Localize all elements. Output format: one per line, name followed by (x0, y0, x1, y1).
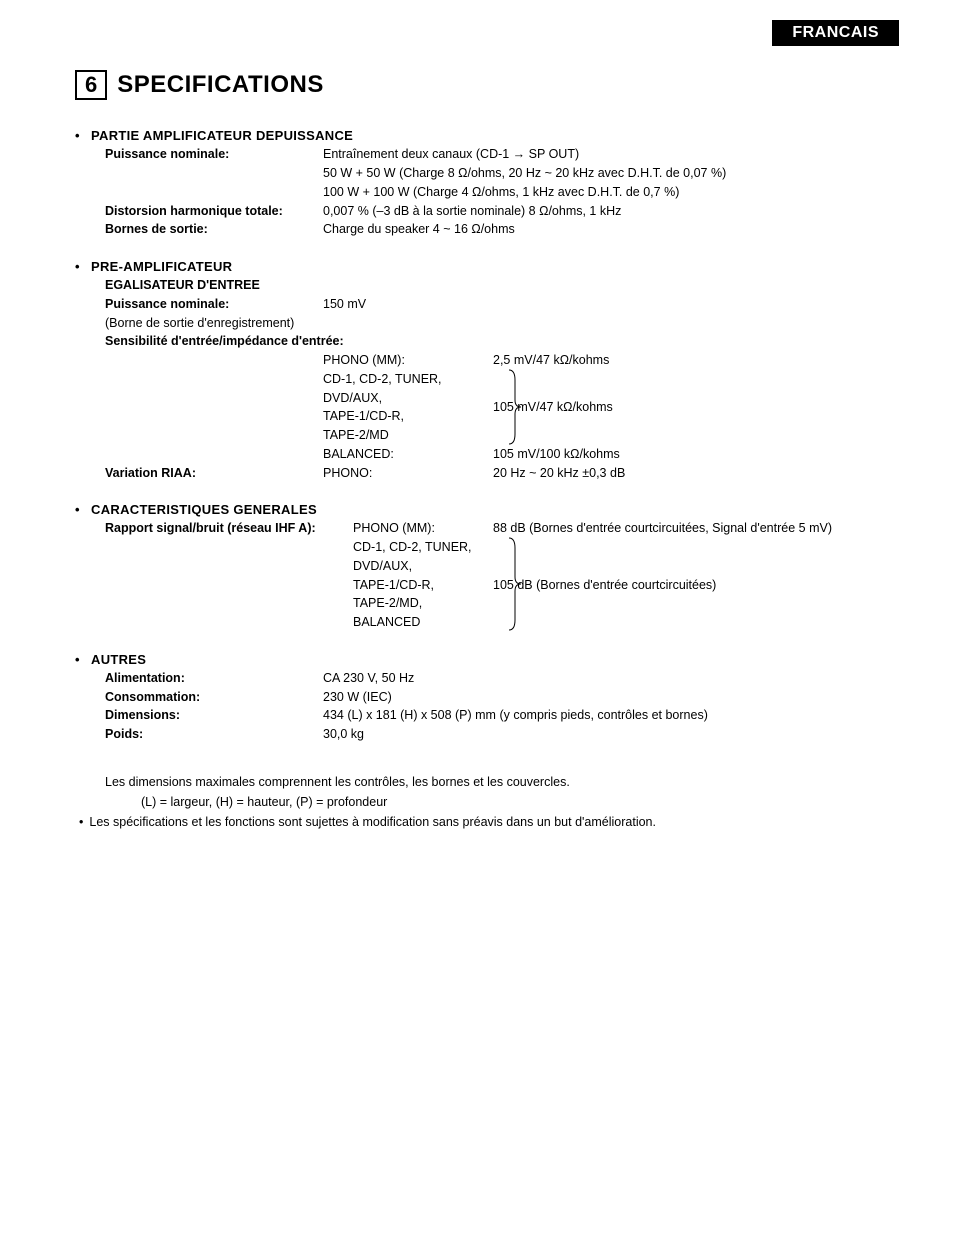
spec-label: Dimensions: (105, 706, 323, 725)
spec-label: Variation RIAA: (105, 464, 323, 483)
spec-value: 230 W (IEC) (323, 688, 879, 707)
sub-heading: EGALISATEUR D'ENTREE (105, 276, 323, 295)
spec-value: 20 Hz ~ 20 kHz ±0,3 dB (493, 464, 879, 483)
spec-value: 0,007 % (–3 dB à la sortie nominale) 8 Ω… (323, 202, 879, 221)
spec-value: 2,5 mV/47 kΩ/kohms (493, 351, 879, 370)
spec-mid: PHONO: (323, 464, 493, 483)
spec-mid: PHONO (MM): (323, 351, 493, 370)
note-line: Les dimensions maximales comprennent les… (105, 772, 879, 792)
spec-value: 105 mV/47 kΩ/kohms (493, 370, 879, 445)
spec-mid: DVD/AUX, (323, 389, 493, 408)
spec-label: Consommation: (105, 688, 323, 707)
section-heading: AUTRES (91, 652, 879, 667)
section-other: AUTRES Alimentation: CA 230 V, 50 Hz Con… (75, 652, 879, 744)
note-line: (L) = largeur, (H) = hauteur, (P) = prof… (141, 792, 879, 812)
note-line: Les spécifications et les fonctions sont… (79, 812, 879, 832)
spec-mid: BALANCED (353, 613, 493, 632)
spec-label: Poids: (105, 725, 323, 744)
spec-label: Alimentation: (105, 669, 323, 688)
section-heading: PARTIE AMPLIFICATEUR DEPUISSANCE (91, 128, 879, 143)
spec-label: Rapport signal/bruit (réseau IHF A): (105, 519, 353, 538)
spec-mid: DVD/AUX, (353, 557, 493, 576)
section-general: CARACTERISTIQUES GENERALES Rapport signa… (75, 502, 879, 632)
spec-mid: BALANCED: (323, 445, 493, 464)
page-content: 6 SPECIFICATIONS PARTIE AMPLIFICATEUR DE… (0, 0, 954, 832)
spec-value: Charge du speaker 4 ~ 16 Ω/ohms (323, 220, 879, 239)
spec-mid: CD-1, CD-2, TUNER, (353, 538, 493, 557)
spec-mid: TAPE-2/MD, (353, 594, 493, 613)
spec-label: Bornes de sortie: (105, 220, 323, 239)
spec-value: 105 dB (Bornes d'entrée courtcircuitées) (493, 538, 879, 632)
spec-value: 100 W + 100 W (Charge 4 Ω/ohms, 1 kHz av… (323, 183, 879, 202)
spec-mid: CD-1, CD-2, TUNER, (323, 370, 493, 389)
spec-mid: PHONO (MM): (353, 519, 493, 538)
spec-value: 50 W + 50 W (Charge 8 Ω/ohms, 20 Hz ~ 20… (323, 164, 879, 183)
spec-note: (Borne de sortie d'enregistrement) (105, 314, 323, 333)
sub-heading: Sensibilité d'entrée/impédance d'entrée: (105, 332, 344, 351)
spec-mid: TAPE-1/CD-R, (353, 576, 493, 595)
notes: Les dimensions maximales comprennent les… (105, 772, 879, 832)
spec-value: Entraînement deux canaux (CD-1 → SP OUT) (323, 145, 879, 164)
spec-value: CA 230 V, 50 Hz (323, 669, 879, 688)
spec-label: Puissance nominale: (105, 145, 323, 164)
spec-value: 88 dB (Bornes d'entrée courtcircuitées, … (493, 519, 879, 538)
section-heading: CARACTERISTIQUES GENERALES (91, 502, 879, 517)
section-amplifier: PARTIE AMPLIFICATEUR DEPUISSANCE Puissan… (75, 128, 879, 239)
section-heading: PRE-AMPLIFICATEUR (91, 259, 879, 274)
spec-label: Puissance nominale: (105, 295, 323, 314)
spec-label: Distorsion harmonique totale: (105, 202, 323, 221)
spec-value: 434 (L) x 181 (H) x 508 (P) mm (y compri… (323, 706, 879, 725)
page-title: 6 SPECIFICATIONS (75, 70, 879, 100)
section-preamp: PRE-AMPLIFICATEUR EGALISATEUR D'ENTREE P… (75, 259, 879, 482)
spec-value: 30,0 kg (323, 725, 879, 744)
language-tab: FRANCAIS (772, 20, 899, 46)
spec-value: 150 mV (323, 295, 879, 314)
title-number: 6 (75, 70, 107, 100)
title-text: SPECIFICATIONS (117, 71, 324, 99)
spec-value: 105 mV/100 kΩ/kohms (493, 445, 879, 464)
spec-mid: TAPE-1/CD-R, (323, 407, 493, 426)
spec-mid: TAPE-2/MD (323, 426, 493, 445)
